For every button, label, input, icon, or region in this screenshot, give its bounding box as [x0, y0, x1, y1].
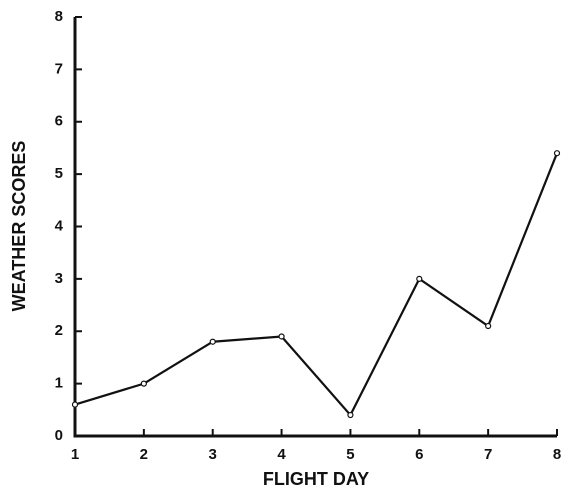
x-tick-label: 5 — [346, 446, 354, 463]
y-axis-title: WEATHER SCORES — [9, 141, 29, 312]
data-point — [209, 338, 216, 345]
y-tick-label: 5 — [55, 165, 63, 182]
y-tick-label: 4 — [55, 217, 64, 234]
data-point — [485, 322, 492, 330]
x-tick-label: 3 — [209, 446, 217, 463]
data-line — [74, 152, 559, 418]
x-tick-label: 6 — [415, 446, 423, 463]
data-point — [71, 401, 79, 408]
x-tick-label: 8 — [553, 446, 561, 463]
data-point — [278, 333, 285, 340]
data-point — [347, 411, 354, 419]
y-tick-label: 8 — [55, 8, 63, 25]
data-point — [140, 380, 147, 387]
y-tick-label: 0 — [55, 427, 63, 444]
y-tick-label: 6 — [55, 113, 63, 130]
y-tick-label: 3 — [55, 270, 63, 287]
x-tick-label: 7 — [484, 446, 492, 463]
y-tick-label: 2 — [55, 322, 63, 339]
data-point — [553, 150, 561, 157]
x-tick-label: 1 — [71, 446, 79, 463]
y-tick-label: 1 — [55, 375, 63, 392]
x-tick-label: 2 — [140, 446, 148, 463]
x-tick-label: 4 — [277, 446, 286, 463]
data-point — [416, 275, 423, 282]
x-axis-title: FLIGHT DAY — [263, 469, 369, 489]
y-tick-label: 7 — [55, 60, 63, 77]
